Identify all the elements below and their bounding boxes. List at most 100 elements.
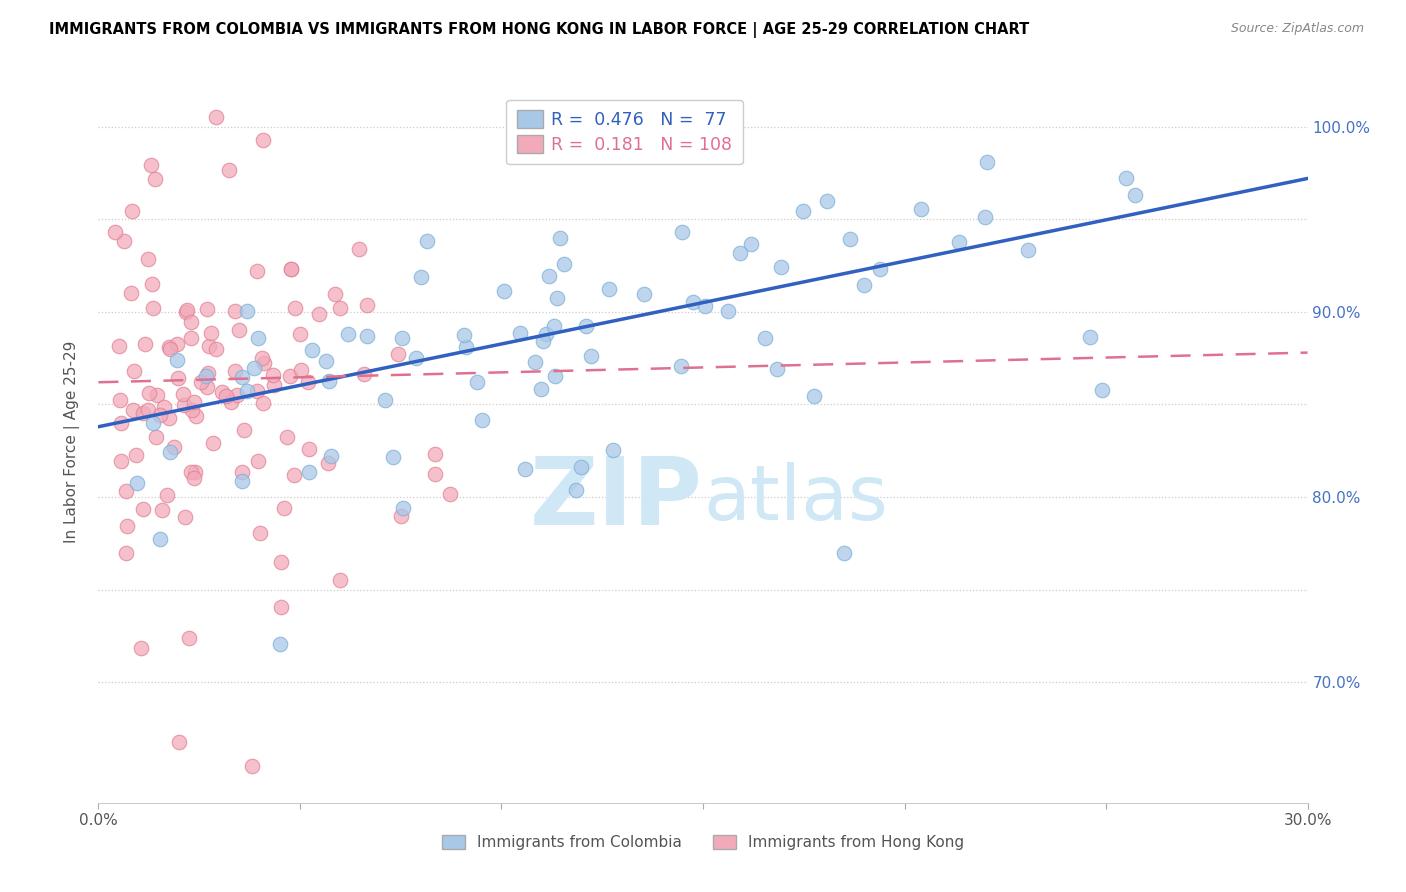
- Point: [389, 508, 412, 523]
- Point: [240, 758, 263, 772]
- Point: [139, 158, 162, 172]
- Point: [125, 476, 148, 491]
- Point: [374, 393, 396, 408]
- Point: [278, 368, 301, 383]
- Point: [262, 368, 284, 382]
- Point: [157, 341, 180, 355]
- Point: [231, 369, 253, 384]
- Point: [167, 371, 190, 385]
- Point: [252, 133, 274, 147]
- Point: [269, 637, 291, 651]
- Point: [910, 202, 932, 216]
- Point: [180, 315, 202, 329]
- Point: [225, 388, 247, 402]
- Point: [439, 487, 461, 501]
- Point: [308, 307, 330, 321]
- Point: [110, 393, 132, 408]
- Point: [513, 462, 536, 476]
- Point: [211, 384, 233, 399]
- Point: [976, 154, 998, 169]
- Point: [252, 396, 274, 410]
- Point: [280, 262, 302, 277]
- Point: [159, 445, 181, 459]
- Point: [1091, 383, 1114, 397]
- Point: [215, 389, 238, 403]
- Point: [183, 471, 205, 485]
- Point: [172, 386, 194, 401]
- Point: [243, 360, 266, 375]
- Point: [546, 291, 568, 305]
- Point: [575, 318, 598, 333]
- Text: ZIP: ZIP: [530, 453, 703, 545]
- Point: [235, 384, 257, 398]
- Point: [176, 303, 198, 318]
- Point: [298, 465, 321, 479]
- Point: [298, 442, 321, 456]
- Point: [717, 303, 740, 318]
- Point: [233, 423, 256, 437]
- Point: [142, 416, 165, 430]
- Point: [270, 600, 292, 615]
- Point: [138, 386, 160, 401]
- Point: [633, 286, 655, 301]
- Point: [318, 456, 340, 470]
- Point: [228, 323, 250, 337]
- Point: [141, 277, 163, 291]
- Point: [602, 442, 624, 457]
- Point: [173, 398, 195, 412]
- Point: [134, 337, 156, 351]
- Point: [177, 631, 200, 645]
- Point: [569, 460, 592, 475]
- Point: [336, 326, 359, 341]
- Point: [184, 465, 207, 479]
- Point: [1017, 243, 1039, 257]
- Point: [112, 234, 135, 248]
- Point: [423, 467, 446, 481]
- Point: [149, 408, 172, 422]
- Point: [157, 411, 180, 425]
- Point: [236, 304, 259, 318]
- Point: [347, 242, 370, 256]
- Point: [117, 519, 139, 533]
- Point: [224, 303, 246, 318]
- Point: [132, 405, 155, 419]
- Point: [319, 449, 342, 463]
- Point: [166, 337, 188, 351]
- Text: atlas: atlas: [703, 462, 887, 536]
- Point: [356, 298, 378, 312]
- Point: [121, 203, 143, 218]
- Point: [682, 295, 704, 310]
- Point: [391, 331, 413, 345]
- Point: [387, 347, 409, 361]
- Point: [120, 285, 142, 300]
- Point: [695, 299, 717, 313]
- Point: [297, 376, 319, 390]
- Point: [163, 440, 186, 454]
- Point: [173, 509, 195, 524]
- Point: [195, 369, 218, 384]
- Point: [283, 467, 305, 482]
- Point: [465, 375, 488, 389]
- Point: [832, 546, 855, 560]
- Point: [108, 339, 131, 353]
- Point: [231, 474, 253, 488]
- Point: [284, 301, 307, 315]
- Point: [598, 282, 620, 296]
- Point: [536, 327, 558, 342]
- Point: [195, 301, 218, 316]
- Point: [318, 375, 340, 389]
- Point: [839, 232, 862, 246]
- Point: [1115, 171, 1137, 186]
- Point: [253, 356, 276, 370]
- Point: [548, 231, 571, 245]
- Point: [115, 484, 138, 499]
- Point: [159, 342, 181, 356]
- Point: [423, 447, 446, 461]
- Point: [948, 235, 970, 250]
- Point: [492, 284, 515, 298]
- Point: [273, 501, 295, 516]
- Point: [270, 555, 292, 569]
- Point: [246, 264, 269, 278]
- Point: [815, 194, 838, 208]
- Point: [392, 500, 415, 515]
